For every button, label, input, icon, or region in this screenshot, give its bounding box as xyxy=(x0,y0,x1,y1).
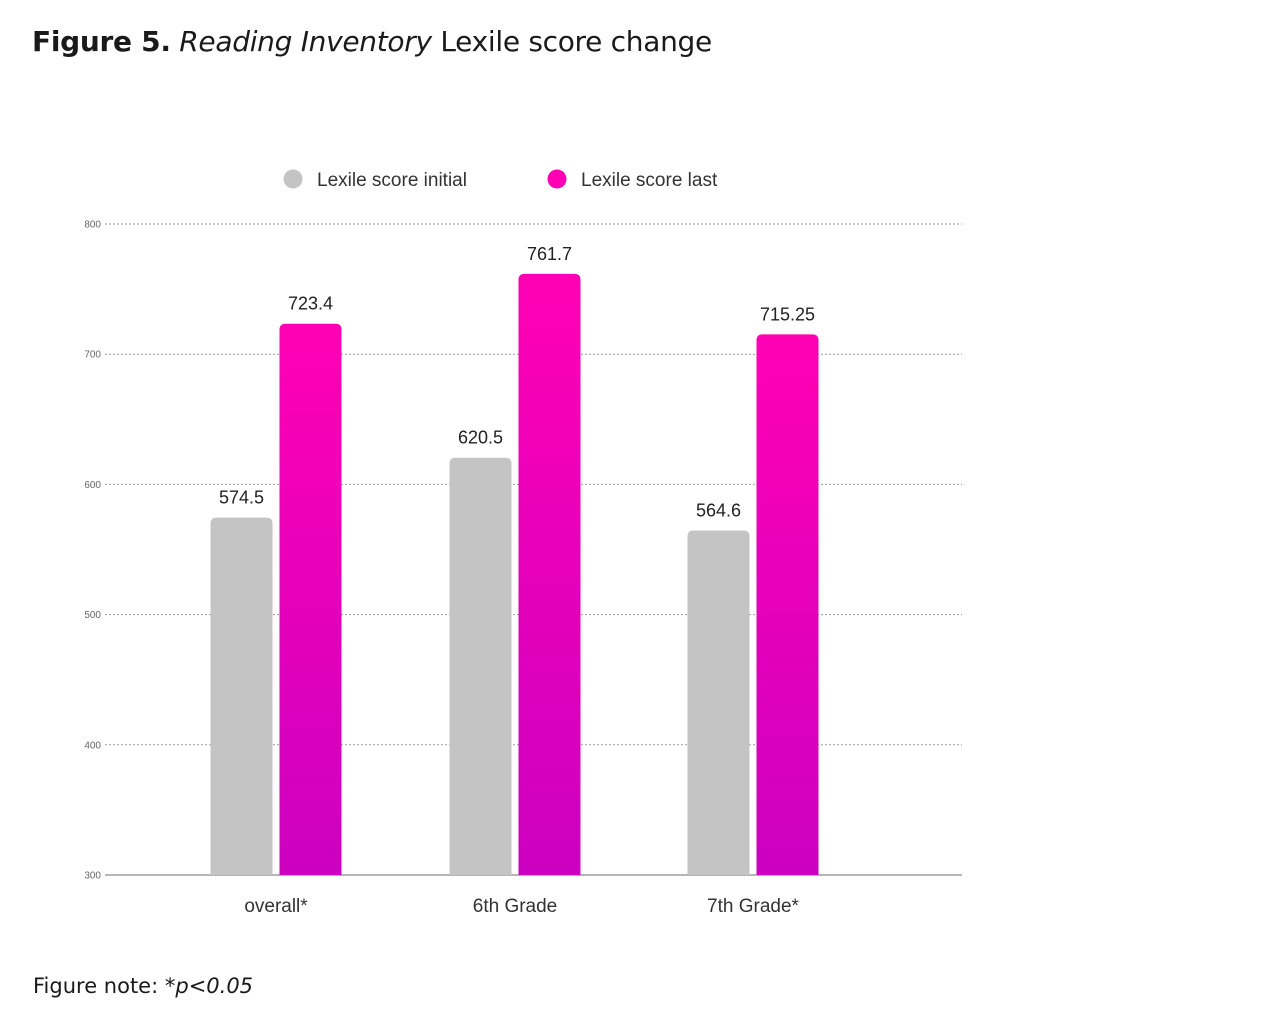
y-tick-label-600: 600 xyxy=(84,480,101,491)
bar-initial-1 xyxy=(449,457,512,875)
note-significance: p<0.05 xyxy=(175,974,254,998)
figure-note: Figure note: *p<0.05 xyxy=(33,972,253,1000)
data-label-last-0: 723.4 xyxy=(288,294,333,314)
y-tick-label-300: 300 xyxy=(84,871,101,882)
legend-marker-last xyxy=(547,169,567,189)
bar-last-2 xyxy=(756,334,819,876)
legend-marker-initial xyxy=(283,169,303,189)
data-label-last-1: 761.7 xyxy=(527,244,572,264)
note-prefix: Figure note: * xyxy=(33,974,176,998)
y-tick-label-700: 700 xyxy=(84,350,101,361)
y-tick-label-400: 400 xyxy=(84,740,101,751)
legend-label-initial: Lexile score initial xyxy=(317,170,467,191)
labels-layer: 300 400 500 600 700 800 574.5 723.4 overall* 620.… xyxy=(84,220,815,918)
data-label-initial-2: 564.6 xyxy=(696,500,741,520)
x-category-label-1: 6th Grade xyxy=(473,896,558,917)
legend: Lexile score initial Lexile score last xyxy=(283,169,718,191)
y-tick-label-800: 800 xyxy=(84,220,101,231)
legend-label-last: Lexile score last xyxy=(581,170,718,191)
chart-title: Figure 5. Reading Inventory Lexile score… xyxy=(32,24,712,60)
data-label-initial-1: 620.5 xyxy=(458,428,503,448)
title-rest: Lexile score change xyxy=(440,25,712,58)
data-label-initial-0: 574.5 xyxy=(219,488,264,508)
x-category-label-0: overall* xyxy=(244,896,308,917)
bar-initial-2 xyxy=(687,530,750,875)
x-category-label-2: 7th Grade* xyxy=(707,896,799,917)
bars-layer xyxy=(210,273,819,876)
bar-initial-0 xyxy=(210,517,273,875)
data-label-last-2: 715.25 xyxy=(760,304,815,324)
bar-last-0 xyxy=(279,323,342,876)
title-figure-number: Figure 5. xyxy=(32,25,171,58)
title-italic: Reading Inventory xyxy=(179,25,432,58)
bar-last-1 xyxy=(518,273,581,876)
y-tick-label-500: 500 xyxy=(84,610,101,621)
